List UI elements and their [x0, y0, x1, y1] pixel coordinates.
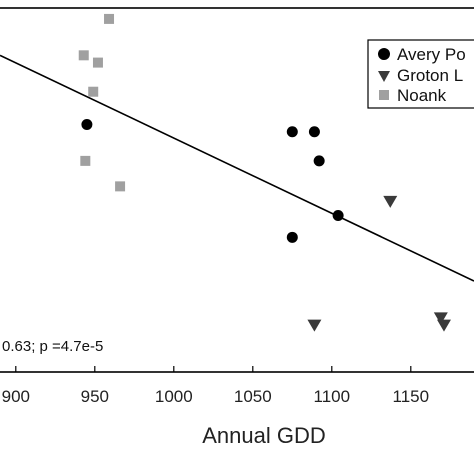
point-circle	[286, 126, 298, 138]
legend: Avery Po Groton L Noank	[367, 39, 474, 109]
point-triangle	[307, 319, 322, 332]
legend-marker-groton-l	[378, 71, 390, 82]
x-tick-label: 1150	[393, 387, 430, 406]
plot-frame	[0, 7, 474, 373]
trendline-group	[0, 54, 474, 282]
point-square	[80, 155, 91, 166]
legend-marker-avery-po	[378, 48, 390, 60]
data-points	[78, 13, 451, 332]
point-circle	[313, 155, 325, 167]
x-axis-title: Annual GDD	[202, 423, 326, 448]
point-circle	[308, 126, 320, 138]
x-tick-label: 1050	[234, 387, 272, 406]
point-triangle	[383, 195, 398, 208]
point-square	[92, 57, 103, 68]
legend-label-avery-po: Avery Po	[397, 45, 466, 64]
legend-label-noank: Noank	[397, 86, 447, 105]
point-triangle	[433, 312, 448, 325]
legend-label-groton-l: Groton L	[397, 66, 463, 85]
point-square	[88, 86, 99, 97]
point-circle	[286, 231, 298, 243]
point-circle	[81, 118, 93, 130]
regression-line	[0, 54, 474, 282]
point-square	[104, 13, 115, 24]
point-triangle	[436, 319, 451, 332]
x-axis-ticks: 900 950 1000 1050 1100 1150	[2, 366, 429, 406]
point-square	[78, 50, 89, 61]
x-tick-label: 900	[2, 387, 30, 406]
x-tick-label: 1000	[155, 387, 193, 406]
stats-annotation: 0.63; p =4.7e-5	[2, 338, 103, 355]
legend-marker-noank	[379, 90, 389, 100]
point-circle	[332, 209, 344, 221]
x-tick-label: 950	[81, 387, 109, 406]
point-square	[115, 181, 126, 192]
x-tick-label: 1100	[314, 387, 351, 406]
